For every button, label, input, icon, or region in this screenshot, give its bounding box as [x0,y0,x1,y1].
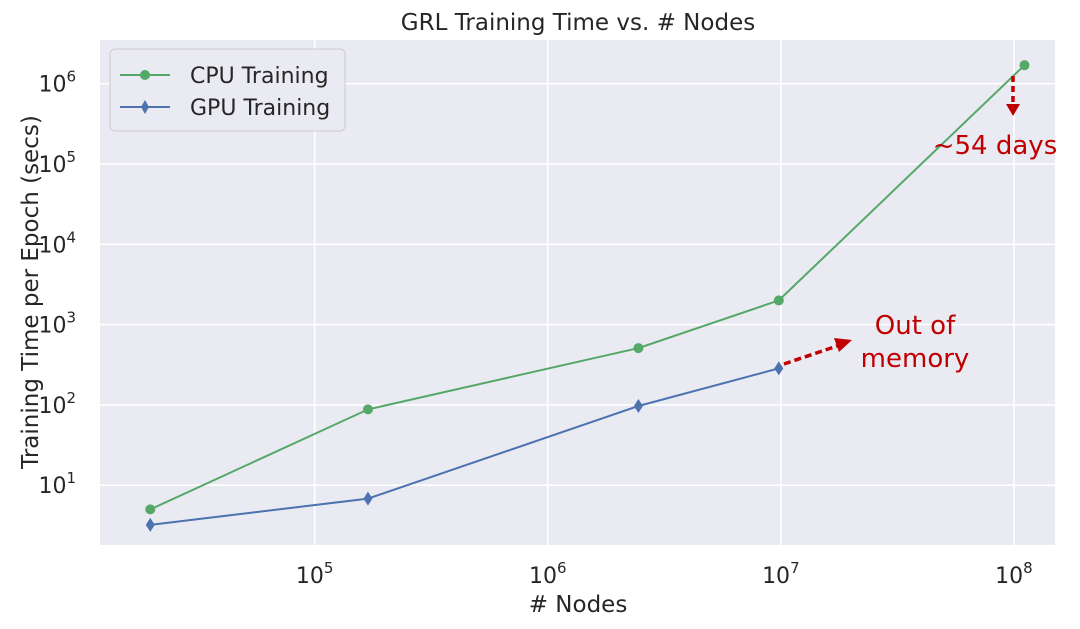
y-tick-exponent-5: 6 [66,68,76,86]
x-tick-exponent-3: 8 [1023,559,1033,577]
grid-lines [100,40,1055,545]
x-tick-base-2: 10 [762,564,790,589]
annotation-days-text: ~54 days [933,131,1058,161]
y-tick-label-5: 106 [38,68,76,98]
data-point-cpu-training-4 [1019,60,1030,71]
y-tick-base-0: 10 [38,474,66,499]
y-tick-exponent-4: 5 [66,148,76,166]
y-tick-label-3: 104 [38,228,76,258]
legend-box [109,48,346,132]
annotation-oom-arrowhead [834,338,852,352]
y-tick-base-3: 10 [38,233,66,258]
y-tick-exponent-1: 2 [66,389,76,407]
y-tick-base-5: 10 [38,73,66,98]
x-tick-exponent-0: 5 [324,559,334,577]
y-tick-label-0: 101 [38,469,76,499]
legend-label-gpu: GPU Training [190,96,330,121]
x-tick-base-1: 10 [529,564,557,589]
chart-title: GRL Training Time vs. # Nodes [401,10,755,36]
data-point-cpu-training-3 [773,295,784,306]
annotation-oom-arrow-shaft [783,343,841,366]
data-point-gpu-training-3 [774,361,784,376]
x-tick-exponent-1: 6 [557,559,567,577]
y-tick-exponent-2: 3 [66,309,76,327]
y-axis-title: Training Time per Epoch (secs) [18,115,44,470]
data-point-gpu-training-2 [633,398,643,413]
legend-marker-gpu [141,100,149,114]
y-tick-label-2: 103 [38,309,76,339]
series-layer [145,60,1030,532]
y-tick-label-1: 102 [38,389,76,419]
data-point-gpu-training-1 [363,491,373,506]
x-tick-label-3: 108 [995,559,1033,589]
annotation-oom-line-1: Out of [875,311,956,341]
y-tick-base-1: 10 [38,394,66,419]
x-tick-exponent-2: 7 [790,559,800,577]
y-tick-label-4: 105 [38,148,76,178]
data-point-cpu-training-0 [145,504,156,515]
legend-label-cpu: CPU Training [190,64,329,89]
x-tick-base-0: 10 [296,564,324,589]
legend: CPU Training GPU Training [109,48,346,132]
y-tick-exponent-0: 1 [66,469,76,487]
y-tick-base-2: 10 [38,314,66,339]
x-tick-base-3: 10 [995,564,1023,589]
x-tick-label-1: 106 [529,559,567,589]
y-tick-exponent-3: 4 [66,228,76,246]
y-tick-base-4: 10 [38,153,66,178]
annotation-out-of-memory: Out of memory [783,311,970,374]
data-point-cpu-training-1 [362,404,373,415]
x-tick-label-2: 107 [762,559,800,589]
x-axis-title: # Nodes [529,592,628,618]
data-point-gpu-training-0 [145,517,155,532]
series-line-gpu-training [150,367,780,526]
data-point-cpu-training-2 [633,343,644,354]
annotation-days-arrowhead [1006,104,1020,116]
annotation-oom-line-2: memory [861,344,970,374]
legend-marker-cpu [140,70,150,80]
x-tick-label-0: 105 [296,559,334,589]
annotation-54-days: ~54 days [933,76,1058,161]
